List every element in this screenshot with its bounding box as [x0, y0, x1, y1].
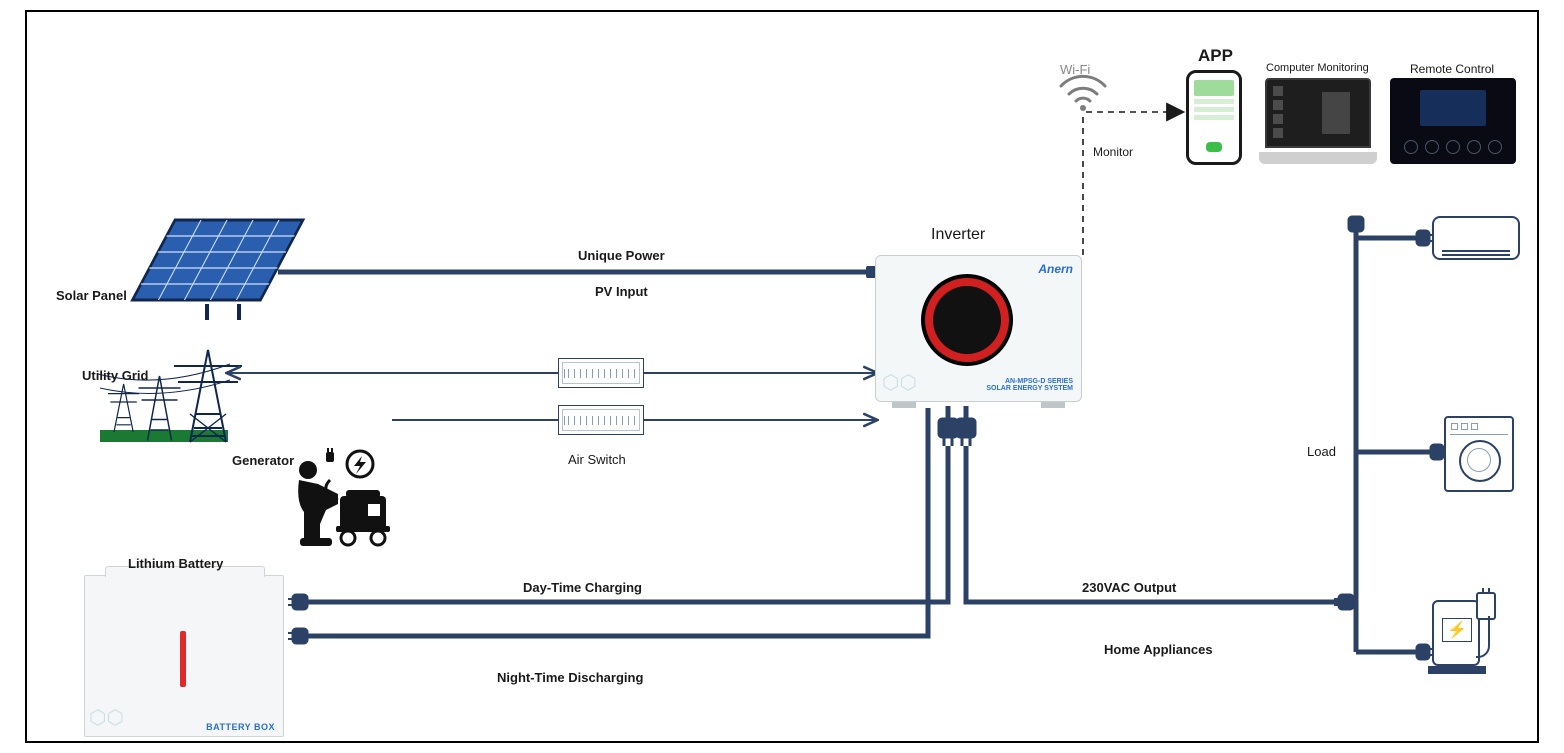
load-bus	[1334, 218, 1447, 658]
hex-icon: ⬡⬡	[89, 705, 124, 730]
lbl-pv-input: PV Input	[595, 284, 648, 299]
lbl-day-charge: Day-Time Charging	[523, 580, 642, 595]
wifi-link	[1083, 112, 1168, 255]
lbl-monitor: Monitor	[1093, 145, 1133, 159]
lbl-remote-control: Remote Control	[1410, 62, 1494, 76]
pv-line	[278, 266, 882, 278]
air-conditioner-icon	[1432, 216, 1520, 260]
utility-grid-icon	[98, 350, 242, 442]
lbl-unique-power: Unique Power	[578, 248, 665, 263]
lbl-app: APP	[1198, 46, 1233, 66]
wifi-icon	[1061, 76, 1105, 111]
lbl-air-switch: Air Switch	[568, 452, 626, 467]
air-switch-1	[558, 358, 644, 388]
battery-box-label: BATTERY BOX	[206, 722, 275, 732]
inverter-drop	[288, 406, 1356, 608]
inverter-unit: Anern AN-MPSG-D SERIESSOLAR ENERGY SYSTE…	[875, 255, 1082, 402]
lbl-generator: Generator	[232, 453, 294, 468]
washing-machine-icon	[1444, 416, 1514, 492]
inverter-brand: Anern	[1038, 262, 1073, 276]
lbl-home-appliances: Home Appliances	[1104, 642, 1213, 657]
lbl-wifi: Wi-Fi	[1060, 62, 1090, 77]
air-switch-2	[558, 405, 644, 435]
lbl-solar-panel: Solar Panel	[56, 288, 127, 303]
lbl-computer-monitoring: Computer Monitoring	[1266, 62, 1369, 74]
lbl-inverter: Inverter	[931, 226, 985, 244]
generator-icon	[298, 448, 390, 546]
lbl-load: Load	[1307, 444, 1336, 459]
lbl-lithium-battery: Lithium Battery	[128, 556, 223, 571]
ev-charger-icon: ⚡	[1432, 592, 1494, 674]
lithium-battery: ⬡⬡ BATTERY BOX	[84, 575, 284, 737]
remote-control-icon	[1390, 78, 1516, 164]
lbl-utility-grid: Utility Grid	[82, 368, 148, 383]
phone-app-icon	[1186, 70, 1242, 165]
hex-icon: ⬡⬡	[882, 370, 917, 395]
solar-panel-icon	[132, 220, 303, 320]
lbl-vac-output: 230VAC Output	[1082, 580, 1176, 595]
inverter-model: AN-MPSG-D SERIESSOLAR ENERGY SYSTEM	[986, 378, 1073, 393]
lbl-night-discharge: Night-Time Discharging	[497, 670, 643, 685]
laptop-icon	[1259, 78, 1377, 164]
